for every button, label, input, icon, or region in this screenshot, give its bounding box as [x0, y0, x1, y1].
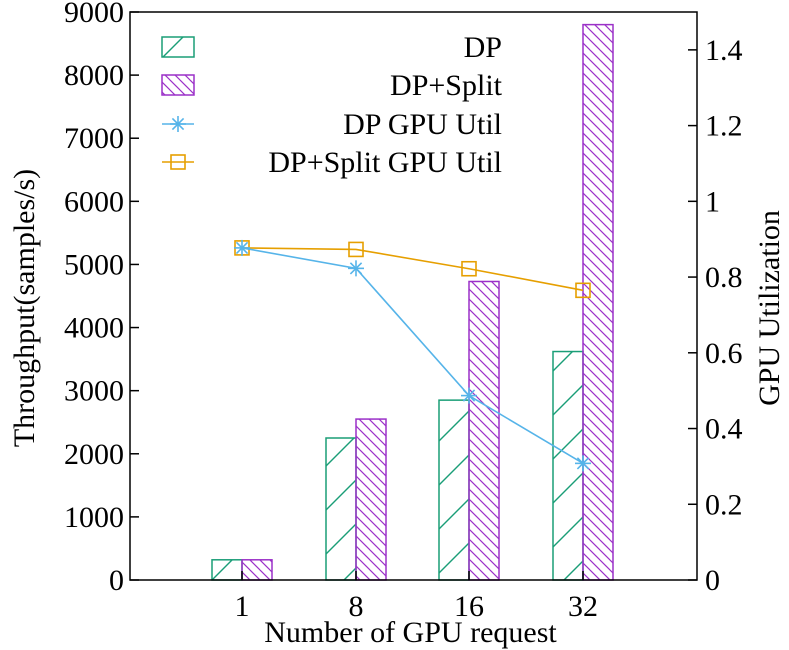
bar-dp-split-1	[241, 559, 273, 581]
point-dp-split-gpu-util-8-shape	[348, 241, 364, 258]
legend-label-dp-gpu-util: DP GPU Util	[343, 108, 502, 141]
legend-swatch-dp-split	[161, 74, 195, 96]
point-dp-gpu-util-1-d2	[235, 241, 249, 255]
bar-dp-split-32	[582, 23, 614, 581]
point-dp-split-gpu-util-16	[461, 260, 477, 277]
x-tick-label-16: 16	[454, 590, 484, 623]
y2-tick-label-0.6: 0.6	[705, 337, 743, 370]
legend-label-dp-split: DP+Split	[390, 69, 503, 102]
y-tick-label-1000: 1000	[64, 501, 124, 534]
point-dp-gpu-util-16-d2	[462, 389, 476, 402]
plot-frame	[129, 11, 698, 581]
bar-dp-split-8	[355, 418, 387, 581]
bar-dp-split-16	[468, 280, 500, 581]
bar-dp-16	[438, 399, 470, 581]
legend-marker-dp-gpu-util-d2	[171, 117, 185, 131]
x-tick-label-1: 1	[235, 590, 250, 623]
y2-tick-label-1: 1	[705, 185, 720, 218]
y-tick-label-2000: 2000	[64, 438, 124, 471]
y2-tick-label-1.4: 1.4	[705, 34, 743, 67]
line-layer	[234, 239, 591, 472]
x-tick-label-32: 32	[568, 590, 598, 623]
legend-label-dp: DP	[464, 31, 502, 64]
y-tick-label-8000: 8000	[64, 59, 124, 92]
legend-swatch-dp	[161, 36, 195, 58]
point-dp-gpu-util-32-d2	[576, 457, 590, 470]
bar-dp-8	[325, 437, 357, 581]
y-axis-title: Throughput(samples/s)	[8, 169, 41, 447]
bar-layer	[211, 23, 614, 581]
line-dp-split-gpu-util	[241, 247, 584, 292]
point-dp-split-gpu-util-32	[575, 282, 591, 299]
y-tick-label-5000: 5000	[64, 248, 124, 281]
legend-marker-dp-gpu-util	[170, 116, 186, 132]
x-axis-title: Number of GPU request	[264, 616, 557, 649]
line-dp-gpu-util	[241, 247, 584, 465]
legend-marker-dp-split-gpu-util-shape	[170, 154, 186, 170]
point-dp-split-gpu-util-16-shape	[461, 260, 477, 277]
point-dp-split-gpu-util-8	[348, 241, 364, 258]
point-dp-gpu-util-32	[575, 455, 591, 472]
y-tick-label-3000: 3000	[64, 375, 124, 408]
legend: DP DP+Split DP GPU Util DP+Split GPU Util	[161, 31, 503, 179]
y2-tick-label-0.4: 0.4	[705, 413, 743, 446]
legend-label-dp-split-gpu-util: DP+Split GPU Util	[268, 146, 502, 179]
bar-dp-1	[211, 559, 243, 581]
y-tick-label-0: 0	[109, 564, 124, 597]
bar-dp-32	[552, 350, 584, 581]
point-dp-gpu-util-8-d2	[349, 262, 363, 275]
point-dp-split-gpu-util-32-shape	[575, 282, 591, 299]
y-tick-label-4000: 4000	[64, 312, 124, 345]
y2-axis-title: GPU Utilization	[753, 210, 786, 406]
legend-marker-dp-split-gpu-util	[170, 154, 186, 170]
y-tick-label-7000: 7000	[64, 122, 124, 155]
tick-layer: 0 1000 2000 3000 4000 5000 6000 7000 8000 9000 0 0.…	[64, 0, 743, 623]
y2-tick-label-0.2: 0.2	[705, 488, 743, 521]
y2-tick-label-0: 0	[705, 564, 720, 597]
point-dp-gpu-util-8	[348, 260, 364, 277]
point-dp-gpu-util-1	[234, 239, 250, 256]
point-dp-gpu-util-16	[461, 387, 477, 404]
y-tick-label-6000: 6000	[64, 185, 124, 218]
y-tick-label-9000: 9000	[64, 0, 124, 29]
y2-tick-label-0.8: 0.8	[705, 261, 743, 294]
y2-tick-label-1.2: 1.2	[705, 110, 743, 143]
x-tick-label-8: 8	[349, 590, 364, 623]
